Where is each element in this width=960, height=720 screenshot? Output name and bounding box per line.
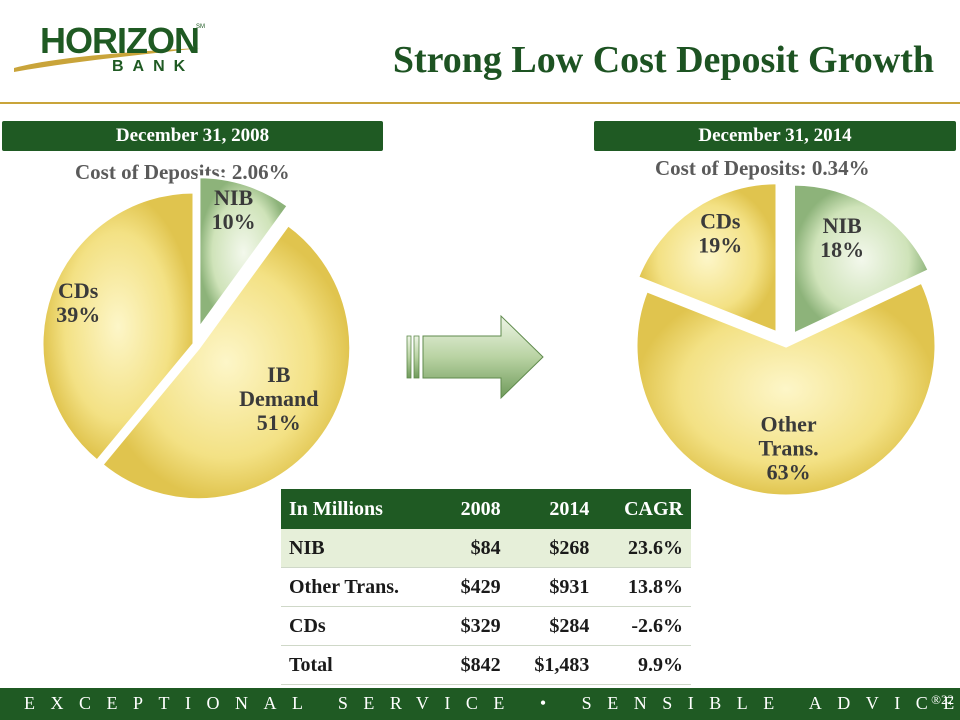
- pie-slice-nib: [792, 182, 932, 337]
- table-cell: NIB: [281, 529, 439, 568]
- footer-bar: EXCEPTIONAL SERVICE • SENSIBLE ADVICE ®2…: [0, 688, 960, 720]
- pie-slice-cds: [40, 190, 196, 464]
- table-header: In Millions: [281, 489, 439, 529]
- table-cell: $842: [438, 645, 509, 685]
- page-number-value: 22: [941, 692, 954, 707]
- pie-charts: NIB 10% IB Demand 51% CDs 39% NIB 18% Other Trans…: [40, 175, 938, 502]
- registered-mark: ®: [931, 692, 941, 707]
- table-cell: $429: [438, 567, 509, 607]
- table-row: Other Trans. $429 $931 13.8%: [281, 567, 691, 607]
- chart-2008-subtitle: Cost of Deposits: 2.06%: [75, 160, 290, 184]
- logo-trademark: SM: [196, 24, 205, 30]
- table-cell: $84: [438, 529, 509, 568]
- table-cell: 13.8%: [597, 567, 691, 607]
- pie-2014: NIB 18% Other Trans. 63% CDs 19%: [634, 181, 938, 498]
- pie-slice-ib-demand: [99, 222, 353, 502]
- table-header: 2014: [508, 489, 598, 529]
- deposit-table: In Millions 2008 2014 CAGR NIB $84 $268 …: [281, 489, 691, 685]
- table-cell: $931: [508, 567, 598, 607]
- page-number: ®22: [931, 692, 954, 708]
- table-cell: Other Trans.: [281, 567, 439, 607]
- table-header: 2008: [438, 489, 509, 529]
- pie-label: IB Demand 51%: [239, 362, 318, 435]
- footer-tagline: EXCEPTIONAL SERVICE • SENSIBLE ADVICE: [24, 693, 960, 713]
- pie-slice-cds: [635, 181, 779, 335]
- title-divider: [0, 102, 960, 104]
- pie-2008: NIB 10% IB Demand 51% CDs 39%: [40, 175, 353, 502]
- slide-title: Strong Low Cost Deposit Growth: [392, 39, 934, 81]
- table-row: Total $842 $1,483 9.9%: [281, 645, 691, 685]
- table-cell: $284: [508, 606, 598, 646]
- pie-label: NIB 10%: [212, 185, 256, 234]
- table-cell: Total: [281, 645, 439, 685]
- chart-2014-title: December 31, 2014: [594, 121, 956, 151]
- logo-wordmark: HORIZON: [40, 20, 200, 61]
- chart-2014-subtitle: Cost of Deposits: 0.34%: [655, 156, 870, 180]
- table-cell: CDs: [281, 606, 439, 646]
- chart-2008-title: December 31, 2008: [2, 121, 383, 151]
- logo-subtitle: BANK: [112, 58, 195, 75]
- table-cell: 23.6%: [597, 529, 691, 568]
- pie-label: Other Trans. 63%: [759, 411, 819, 484]
- pie-label: CDs 39%: [56, 278, 100, 327]
- table-row: CDs $329 $284 -2.6%: [281, 606, 691, 646]
- pie-label: CDs 19%: [698, 208, 742, 257]
- table-cell: -2.6%: [597, 606, 691, 646]
- table-row: NIB $84 $268 23.6%: [281, 529, 691, 568]
- table-header-row: In Millions 2008 2014 CAGR: [281, 489, 691, 529]
- pie-label: NIB 18%: [820, 213, 864, 262]
- table-header: CAGR: [597, 489, 691, 529]
- pie-slice-nib: [197, 175, 291, 334]
- table-cell: $268: [508, 529, 598, 568]
- horizon-bank-logo: HORIZON SM BANK: [10, 18, 210, 84]
- table-cell: $1,483: [508, 645, 598, 685]
- table-cell: $329: [438, 606, 509, 646]
- table-cell: 9.9%: [597, 645, 691, 685]
- arrow-right-icon: [406, 314, 544, 400]
- pie-slice-other-trans: [634, 280, 938, 498]
